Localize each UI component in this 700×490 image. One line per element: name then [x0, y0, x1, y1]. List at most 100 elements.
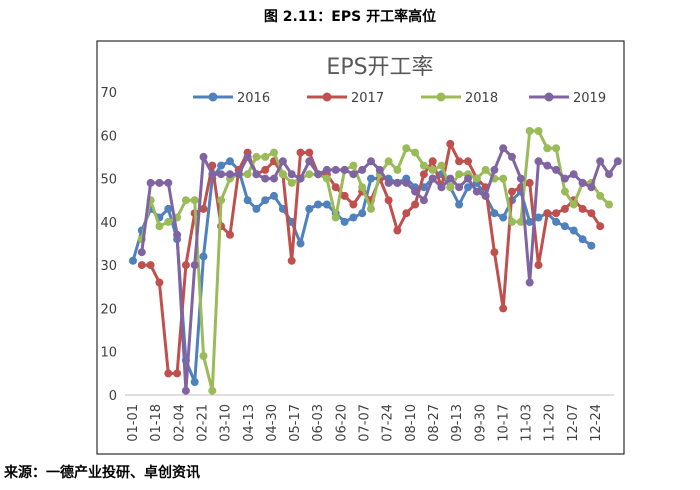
- data-point: [534, 157, 543, 166]
- data-point: [472, 174, 481, 183]
- x-tick-label: 10-17: [496, 404, 511, 442]
- legend-label-2018: 2018: [465, 91, 498, 106]
- y-axis: 0 10 20 30 40 50 60 70: [100, 86, 117, 404]
- data-point: [569, 226, 578, 235]
- data-point: [552, 217, 561, 226]
- data-point: [278, 157, 287, 166]
- data-point: [199, 152, 208, 161]
- data-point: [525, 217, 534, 226]
- data-point: [349, 161, 358, 170]
- data-point: [137, 261, 146, 270]
- data-point: [349, 170, 358, 179]
- data-point: [305, 170, 314, 179]
- x-tick-label: 12-24: [589, 404, 604, 442]
- data-point: [314, 200, 323, 209]
- x-tick-label: 11-20: [543, 404, 558, 442]
- data-point: [596, 222, 605, 231]
- x-tick-label: 02-21: [195, 404, 210, 442]
- y-tick-label: 10: [100, 346, 117, 361]
- data-point: [243, 170, 252, 179]
- data-point: [146, 261, 155, 270]
- data-point: [305, 157, 314, 166]
- data-point: [340, 165, 349, 174]
- data-point: [208, 170, 217, 179]
- data-point: [322, 200, 331, 209]
- data-point: [446, 174, 455, 183]
- x-tick-label: 09-30: [473, 404, 488, 442]
- data-point: [419, 161, 428, 170]
- data-point: [252, 152, 261, 161]
- data-point: [243, 196, 252, 205]
- data-point: [543, 209, 552, 218]
- data-point: [446, 183, 455, 192]
- y-tick-label: 70: [100, 86, 117, 101]
- data-point: [314, 170, 323, 179]
- data-point: [331, 183, 340, 192]
- data-point: [358, 165, 367, 174]
- data-point: [190, 261, 199, 270]
- data-point: [217, 161, 226, 170]
- x-tick-label: 05-17: [288, 404, 303, 442]
- x-tick-label: 04-30: [265, 404, 280, 442]
- data-point: [296, 239, 305, 248]
- data-point: [508, 217, 516, 226]
- data-point: [181, 261, 190, 270]
- data-point: [402, 178, 411, 187]
- data-point: [516, 174, 525, 183]
- data-point: [190, 196, 199, 205]
- figure-caption: 图 2.11：EPS 开工率高位: [263, 9, 437, 25]
- data-point: [226, 170, 234, 179]
- data-point: [411, 200, 420, 209]
- chart-title: EPS开工率: [326, 55, 433, 80]
- data-point: [428, 174, 437, 183]
- data-point: [402, 209, 411, 218]
- data-point: [287, 170, 296, 179]
- data-point: [578, 235, 587, 244]
- data-point: [226, 157, 234, 166]
- data-point: [411, 148, 420, 157]
- data-point: [349, 213, 358, 222]
- data-point: [155, 178, 164, 187]
- data-point: [358, 183, 367, 192]
- data-point: [560, 204, 569, 213]
- data-point: [490, 248, 499, 257]
- data-point: [490, 209, 499, 218]
- data-point: [199, 352, 208, 360]
- legend-marker-2017: [322, 92, 332, 102]
- x-tick-label: 07-07: [358, 404, 373, 442]
- legend: 2016 2017 2018 2019: [193, 91, 606, 106]
- data-point: [587, 209, 596, 218]
- data-point: [525, 127, 534, 135]
- data-point: [464, 183, 472, 192]
- data-point: [508, 187, 516, 196]
- data-point: [384, 178, 393, 187]
- x-axis: 01-01 01-18 02-04 02-21 03-10 04-13 04-30 05-17…: [125, 394, 614, 442]
- data-point: [578, 178, 587, 187]
- data-point: [437, 183, 446, 192]
- data-point: [243, 152, 252, 161]
- data-point: [384, 196, 393, 205]
- data-point: [481, 191, 490, 200]
- data-point: [155, 278, 164, 287]
- legend-label-2016: 2016: [237, 91, 270, 106]
- data-point: [525, 178, 534, 187]
- source-note: 来源：一德产业投研、卓创资讯: [4, 465, 200, 481]
- data-point: [560, 222, 569, 231]
- data-point: [428, 165, 437, 174]
- data-point: [261, 165, 270, 174]
- x-tick-label: 08-10: [404, 404, 419, 442]
- data-point: [199, 252, 208, 261]
- data-point: [367, 174, 375, 183]
- data-point: [340, 191, 349, 200]
- series-2019: [137, 144, 622, 395]
- data-point: [146, 178, 155, 187]
- x-tick-label: 11-03: [520, 404, 535, 442]
- data-point: [367, 204, 375, 213]
- x-tick-label: 01-18: [149, 404, 164, 442]
- data-point: [464, 157, 472, 166]
- data-point: [164, 204, 173, 213]
- data-point: [481, 165, 490, 174]
- data-point: [543, 144, 552, 153]
- y-tick-label: 50: [100, 173, 117, 188]
